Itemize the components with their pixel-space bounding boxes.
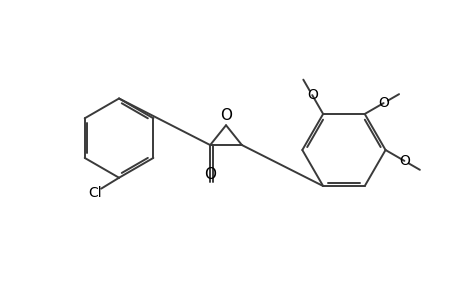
Text: O: O — [219, 108, 231, 123]
Text: O: O — [398, 154, 409, 168]
Text: O: O — [377, 96, 388, 110]
Text: O: O — [306, 88, 317, 102]
Text: Cl: Cl — [88, 186, 102, 200]
Text: O: O — [204, 167, 216, 182]
